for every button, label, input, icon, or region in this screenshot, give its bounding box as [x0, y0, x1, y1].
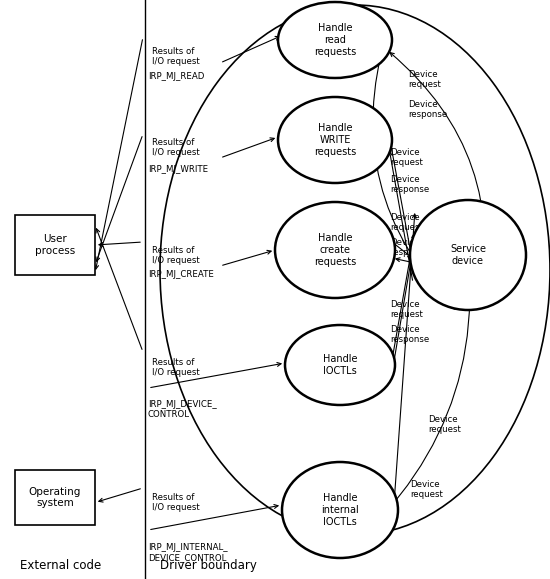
Text: Device
response: Device response: [408, 100, 447, 119]
Text: Device
request: Device request: [410, 480, 443, 500]
Text: Results of
I/O request: Results of I/O request: [152, 138, 200, 157]
Text: IRP_MJ_CREATE: IRP_MJ_CREATE: [148, 270, 214, 279]
Text: Driver boundary: Driver boundary: [160, 559, 257, 572]
Text: Results of
I/O request: Results of I/O request: [152, 358, 200, 378]
Text: Device
request: Device request: [428, 415, 461, 434]
Text: Device
request: Device request: [408, 70, 441, 89]
Ellipse shape: [275, 202, 395, 298]
Text: Device
request: Device request: [390, 148, 423, 167]
Text: Device
response: Device response: [390, 238, 429, 258]
Text: Operating
system: Operating system: [29, 487, 81, 508]
Text: IRP_MJ_INTERNAL_
DEVICE_CONTROL: IRP_MJ_INTERNAL_ DEVICE_CONTROL: [148, 543, 228, 562]
Text: IRP_MJ_DEVICE_
CONTROL: IRP_MJ_DEVICE_ CONTROL: [148, 400, 217, 419]
Ellipse shape: [410, 200, 526, 310]
Text: Device
request: Device request: [390, 300, 423, 320]
Text: Results of
I/O request: Results of I/O request: [152, 47, 200, 67]
Text: Device
response: Device response: [390, 325, 429, 345]
Text: User
process: User process: [35, 234, 75, 256]
Text: Results of
I/O request: Results of I/O request: [152, 493, 200, 512]
Text: Handle
WRITE
requests: Handle WRITE requests: [314, 123, 356, 156]
Text: Handle
create
requests: Handle create requests: [314, 233, 356, 266]
FancyBboxPatch shape: [15, 215, 95, 275]
Text: External code: External code: [20, 559, 101, 572]
Text: IRP_MJ_WRITE: IRP_MJ_WRITE: [148, 165, 208, 174]
Text: Handle
read
requests: Handle read requests: [314, 23, 356, 57]
Text: Results of
I/O request: Results of I/O request: [152, 246, 200, 265]
Ellipse shape: [285, 325, 395, 405]
Ellipse shape: [278, 97, 392, 183]
Text: Handle
internal
IOCTLs: Handle internal IOCTLs: [321, 493, 359, 526]
Text: Device
response: Device response: [390, 175, 429, 195]
Ellipse shape: [278, 2, 392, 78]
Text: Device
request: Device request: [390, 213, 423, 232]
Text: IRP_MJ_READ: IRP_MJ_READ: [148, 72, 205, 81]
Text: Service
device: Service device: [450, 244, 486, 266]
Ellipse shape: [282, 462, 398, 558]
FancyBboxPatch shape: [15, 470, 95, 525]
Text: Handle
IOCTLs: Handle IOCTLs: [323, 354, 358, 376]
